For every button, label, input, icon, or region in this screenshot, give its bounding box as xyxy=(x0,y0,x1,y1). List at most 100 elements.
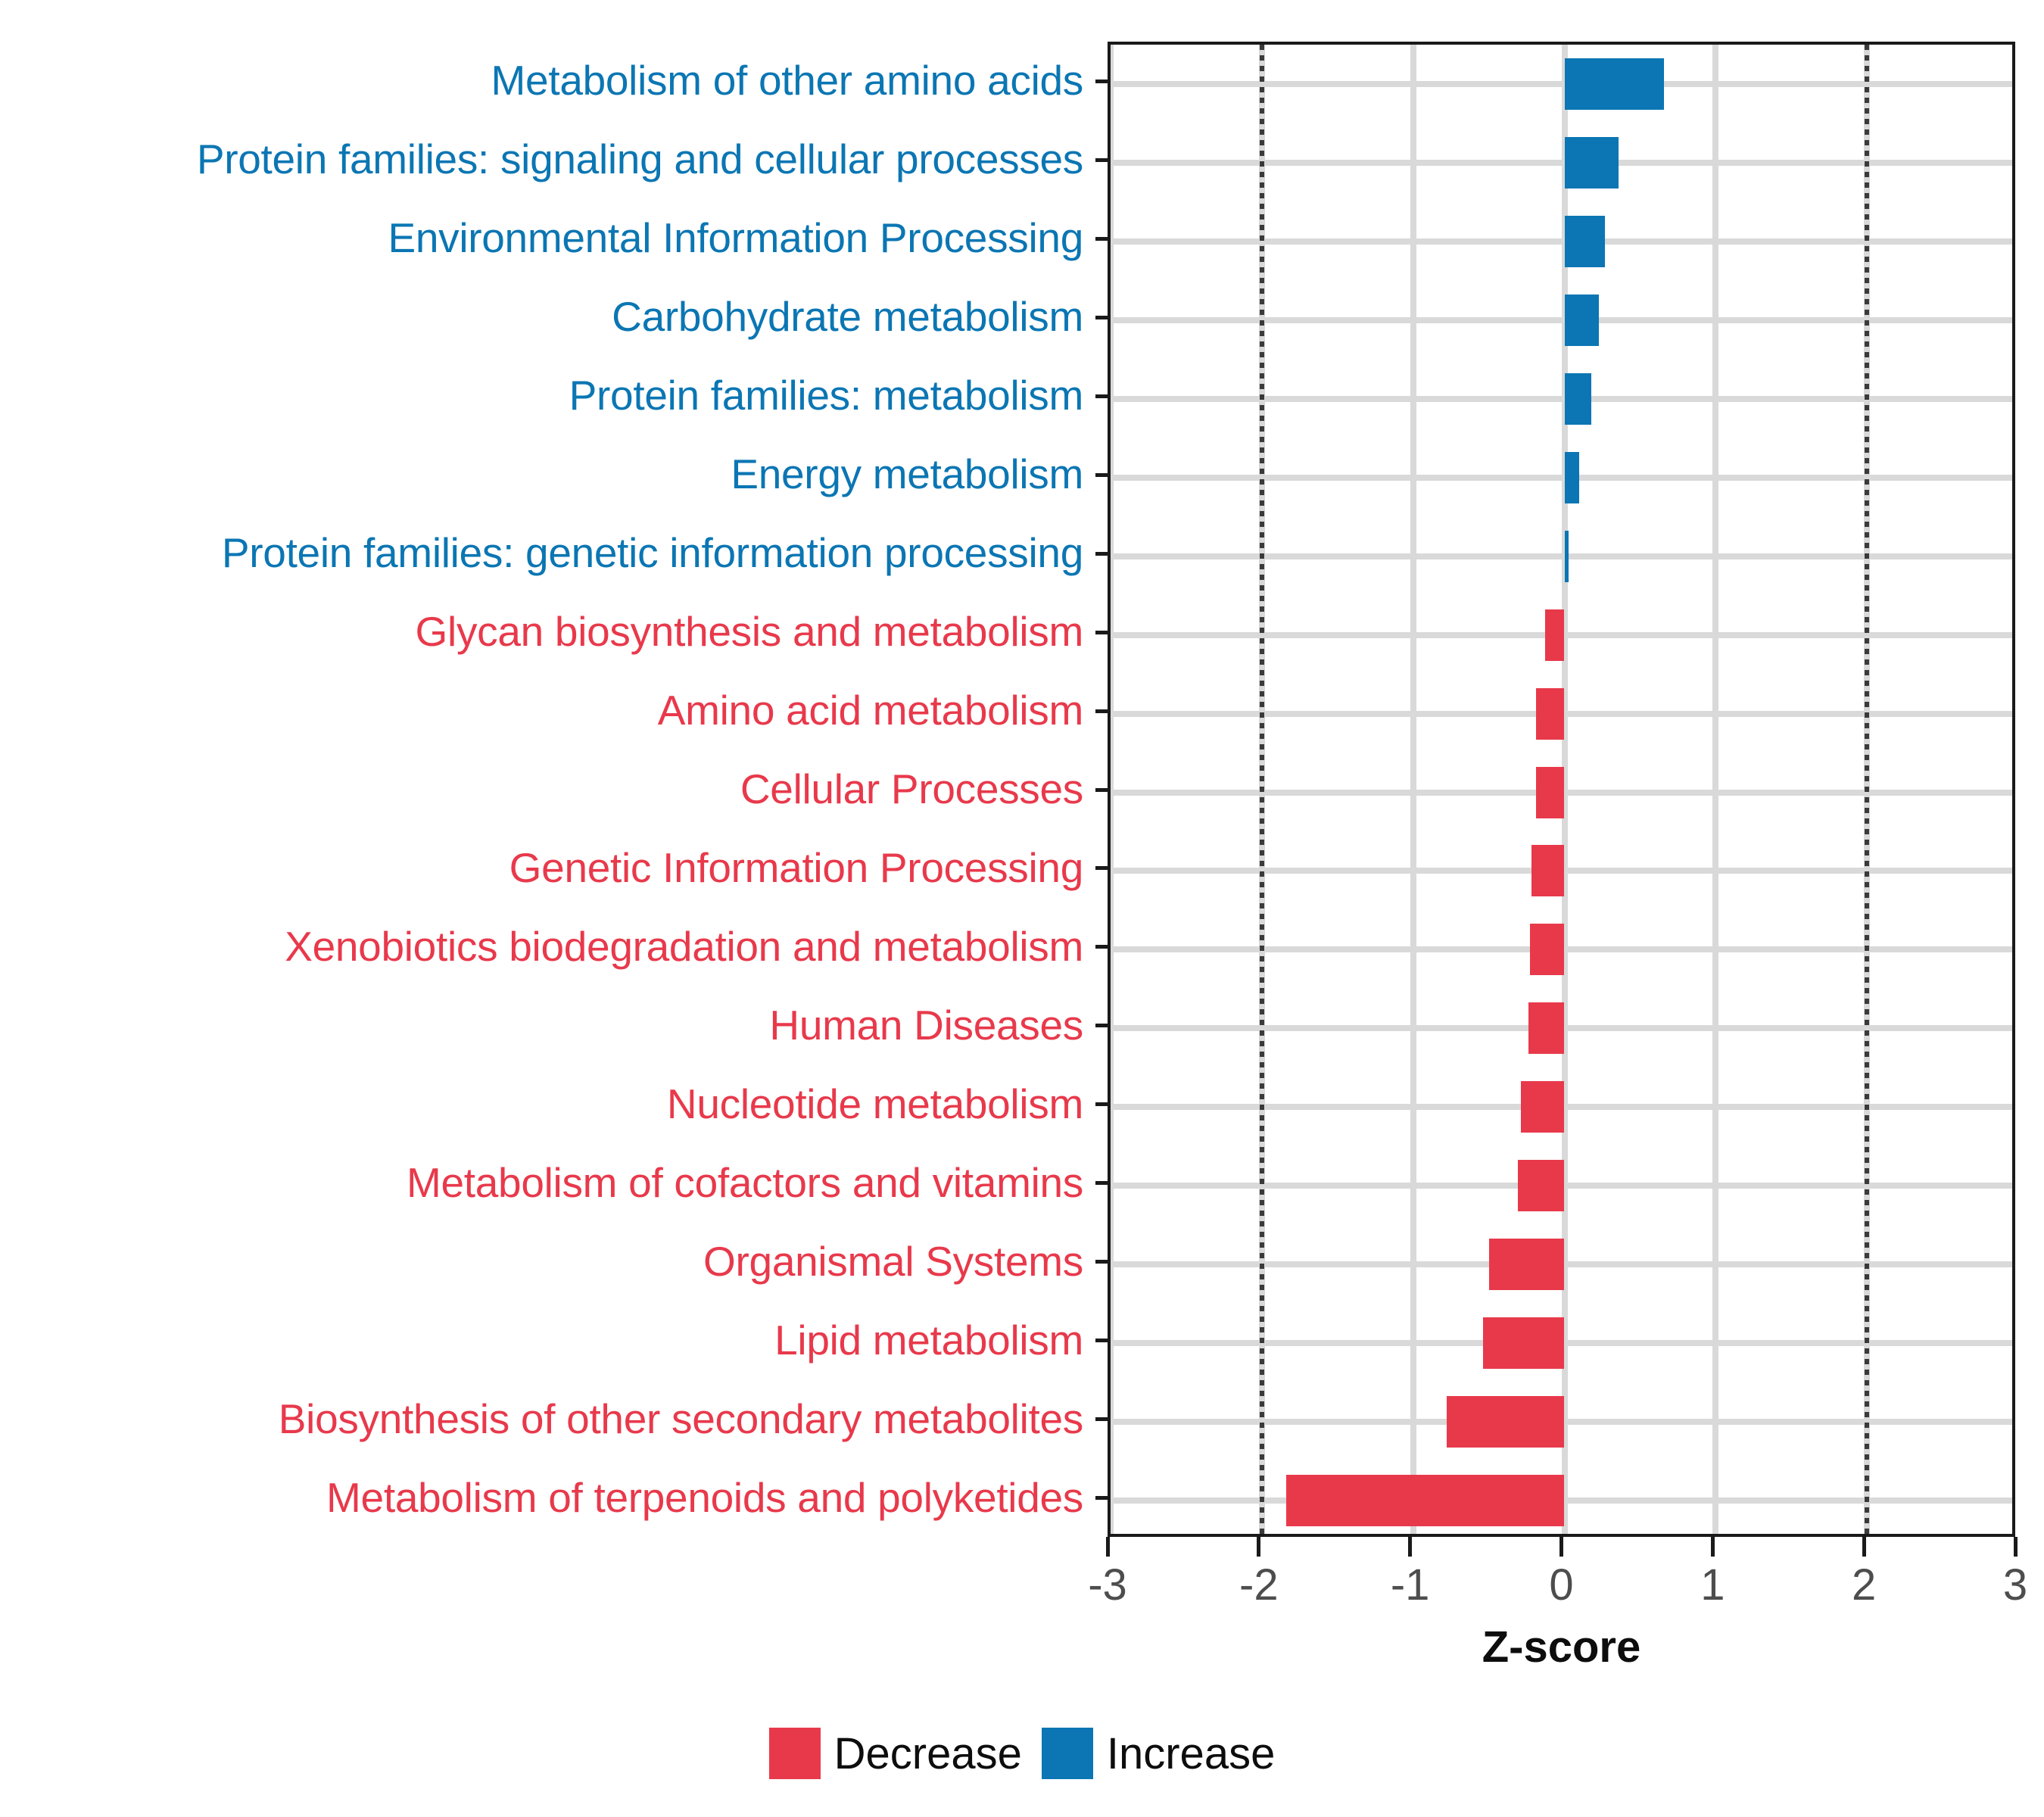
bar[interactable] xyxy=(1535,766,1565,818)
y-axis-tick-mark xyxy=(1095,157,1108,162)
x-axis-tick-label: 0 xyxy=(1549,1560,1574,1610)
vertical-gridline xyxy=(1111,45,1114,1534)
y-axis-category-name: Cellular Processes xyxy=(740,765,1083,812)
y-axis-tick-mark xyxy=(1095,1181,1108,1186)
y-axis-tick-label: Carbohydrate metabolism xyxy=(0,287,1095,348)
bar[interactable] xyxy=(1564,372,1592,425)
reference-line xyxy=(1865,45,1870,1534)
vertical-gridline xyxy=(1561,45,1568,1534)
x-axis-tick-mark xyxy=(1862,1537,1866,1557)
x-axis-tick-label: -3 xyxy=(1088,1560,1127,1610)
y-axis-tick-mark xyxy=(1095,1024,1108,1028)
x-axis-tick-mark xyxy=(1105,1537,1110,1557)
y-axis-tick-label: Biosynthesis of other secondary metaboli… xyxy=(0,1388,1095,1449)
y-axis-tick-mark xyxy=(1095,945,1108,949)
x-axis-tick-mark xyxy=(2013,1537,2018,1557)
bar[interactable] xyxy=(1564,136,1619,189)
y-axis-tick-label: Organismal Systems xyxy=(0,1231,1095,1292)
bar[interactable] xyxy=(1564,294,1600,346)
reference-line xyxy=(1259,45,1264,1534)
y-axis-tick-label: Energy metabolism xyxy=(0,444,1095,505)
y-axis-tick-mark xyxy=(1095,630,1108,634)
y-axis-category-name: Lipid metabolism xyxy=(774,1316,1083,1364)
bar[interactable] xyxy=(1564,451,1580,503)
legend-item-decrease[interactable]: Decrease xyxy=(768,1728,1022,1779)
y-axis-tick-label: Metabolism of terpenoids and polyketides xyxy=(0,1467,1095,1528)
x-axis-tick-label: 2 xyxy=(1852,1560,1877,1610)
y-axis-category-name: Biosynthesis of other secondary metaboli… xyxy=(278,1395,1084,1442)
plot-panel xyxy=(1108,42,2015,1537)
x-axis-title: Z-score xyxy=(1482,1622,1641,1672)
vertical-gridline xyxy=(1410,45,1416,1534)
y-axis-tick-label: Metabolism of other amino acids xyxy=(0,51,1095,111)
bar[interactable] xyxy=(1529,924,1565,976)
y-axis-tick-label: Cellular Processes xyxy=(0,759,1095,820)
y-axis-tick-mark xyxy=(1095,315,1108,319)
y-axis-tick-mark xyxy=(1095,1102,1108,1107)
y-axis-tick-label: Metabolism of cofactors and vitamins xyxy=(0,1152,1095,1213)
y-axis-tick-label: Human Diseases xyxy=(0,995,1095,1055)
bar[interactable] xyxy=(1531,845,1565,897)
y-axis-tick-label: Nucleotide metabolism xyxy=(0,1074,1095,1134)
x-axis-tick-label: 1 xyxy=(1700,1560,1725,1610)
bar[interactable] xyxy=(1564,215,1606,267)
bar[interactable] xyxy=(1285,1475,1565,1527)
y-axis-tick-label: Genetic Information Processing xyxy=(0,837,1095,898)
y-axis-category-name: Amino acid metabolism xyxy=(657,687,1084,734)
y-axis-label-column: Metabolism of other amino acids Protein f… xyxy=(0,42,1108,1537)
bar[interactable] xyxy=(1528,1002,1565,1055)
y-axis-tick-mark xyxy=(1095,1417,1108,1422)
y-axis-category-name: Energy metabolism xyxy=(731,450,1083,498)
x-axis-tick-label: -1 xyxy=(1390,1560,1430,1610)
y-axis-tick-mark xyxy=(1095,236,1108,241)
y-axis-category-name: Protein families: genetic information pr… xyxy=(221,529,1083,577)
y-axis-category-name: Glycan biosynthesis and metabolism xyxy=(415,608,1084,656)
x-axis-tick-label: 3 xyxy=(2002,1560,2028,1610)
y-axis-category-name: Metabolism of other amino acids xyxy=(491,57,1084,104)
legend-swatch-decrease-icon xyxy=(768,1728,821,1779)
plot-area xyxy=(1111,45,2012,1534)
y-axis-tick-mark xyxy=(1095,1260,1108,1264)
x-axis-tick-mark xyxy=(1408,1537,1413,1557)
y-axis-category-name: Nucleotide metabolism xyxy=(666,1080,1083,1127)
y-axis-tick-label: Lipid metabolism xyxy=(0,1310,1095,1370)
legend-swatch-increase-icon xyxy=(1041,1728,1093,1779)
y-axis-category-name: Xenobiotics biodegradation and metabolis… xyxy=(285,922,1083,970)
y-axis-category-name: Protein families: metabolism xyxy=(569,372,1084,419)
bar[interactable] xyxy=(1564,58,1665,110)
y-axis-tick-mark xyxy=(1095,866,1108,871)
y-axis-category-name: Environmental Information Processing xyxy=(388,214,1083,262)
x-axis-tick-mark xyxy=(1257,1537,1261,1557)
y-axis-tick-mark xyxy=(1095,787,1108,792)
y-axis-tick-mark xyxy=(1095,709,1108,713)
bar[interactable] xyxy=(1446,1396,1565,1448)
bar[interactable] xyxy=(1482,1317,1565,1370)
y-axis-category-name: Organismal Systems xyxy=(703,1237,1083,1285)
y-axis-tick-label: Amino acid metabolism xyxy=(0,681,1095,741)
y-axis-tick-mark xyxy=(1095,394,1108,398)
legend-label-decrease: Decrease xyxy=(833,1728,1022,1778)
y-axis-tick-label: Xenobiotics biodegradation and metabolis… xyxy=(0,916,1095,977)
bar[interactable] xyxy=(1535,687,1565,740)
bar[interactable] xyxy=(1564,530,1569,582)
y-axis-tick-mark xyxy=(1095,472,1108,477)
x-axis-tick-mark xyxy=(1710,1537,1715,1557)
y-axis-tick-label: Glycan biosynthesis and metabolism xyxy=(0,602,1095,662)
y-axis-tick-mark xyxy=(1095,79,1108,83)
legend-label-increase: Increase xyxy=(1106,1728,1276,1778)
y-axis-category-name: Metabolism of terpenoids and polyketides xyxy=(326,1473,1083,1521)
legend-item-increase[interactable]: Increase xyxy=(1041,1728,1276,1779)
y-axis-category-name: Genetic Information Processing xyxy=(509,843,1084,891)
y-axis-tick-label: Protein families: metabolism xyxy=(0,366,1095,426)
bar[interactable] xyxy=(1517,1160,1565,1212)
y-axis-category-name: Carbohydrate metabolism xyxy=(612,293,1083,341)
bar[interactable] xyxy=(1544,609,1565,661)
bar[interactable] xyxy=(1520,1081,1565,1133)
y-axis-category-name: Human Diseases xyxy=(769,1001,1083,1049)
x-axis-tick-mark xyxy=(1559,1537,1563,1557)
y-axis-tick-mark xyxy=(1095,1339,1108,1343)
x-axis: -3 -2 -1 0 1 2 3 xyxy=(1088,1537,2027,1643)
bar[interactable] xyxy=(1488,1239,1565,1291)
